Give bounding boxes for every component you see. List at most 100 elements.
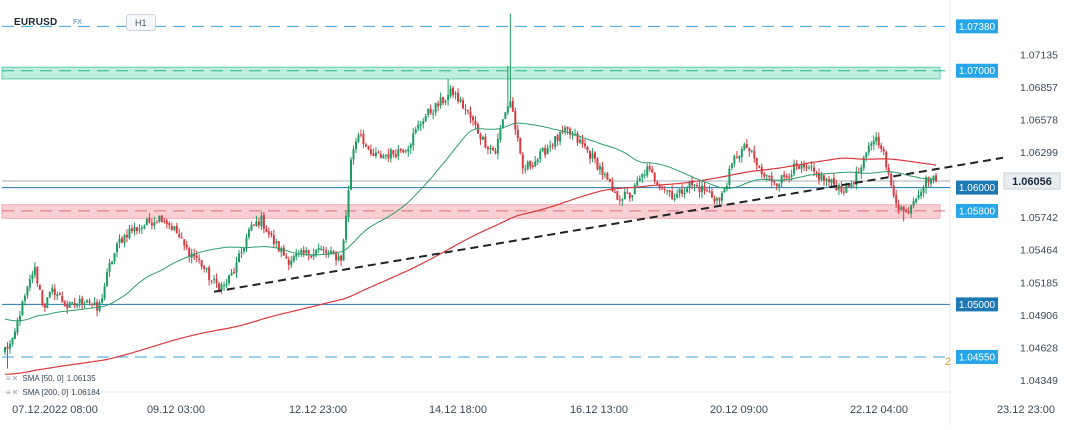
candle-body	[526, 161, 529, 169]
candle-body	[128, 228, 131, 239]
candle-body	[429, 108, 432, 114]
candle-body	[180, 237, 183, 239]
candle-body	[549, 145, 552, 148]
legend-sma50-label: SMA [50, 0]	[22, 374, 64, 383]
candle-body	[163, 221, 166, 223]
zones-layer	[1, 66, 941, 219]
candle-body	[832, 178, 835, 185]
market-label: FX	[73, 18, 82, 26]
x-tick-label: 22.12 04:00	[850, 404, 908, 416]
candle-body	[758, 165, 761, 168]
candle-body	[710, 191, 713, 198]
candle-body	[738, 156, 741, 159]
candle-body	[454, 93, 457, 95]
candle-body	[310, 256, 313, 258]
candle-body	[556, 135, 559, 141]
candle-body	[479, 134, 482, 140]
candle-body	[885, 151, 888, 168]
sma-layer	[4, 122, 937, 375]
candle-body	[265, 229, 268, 232]
timeframe-button[interactable]: H1	[126, 14, 156, 31]
candle-body	[272, 235, 275, 245]
candle-body	[753, 150, 756, 159]
candle-body	[484, 136, 487, 148]
candle-body	[514, 110, 517, 130]
candle-body	[698, 186, 701, 193]
candle-body	[155, 222, 158, 224]
legend-controls-icon[interactable]: ≡✕	[6, 374, 20, 383]
candle-body	[183, 239, 186, 246]
candle-body	[666, 190, 669, 192]
candle-body	[715, 198, 718, 201]
candle-body	[788, 176, 791, 178]
candle-body	[723, 189, 726, 193]
sma200-line	[4, 157, 937, 375]
candle-body	[447, 94, 450, 101]
candle-body	[725, 185, 728, 190]
legend-sma50[interactable]: ≡✕ SMA [50, 0] 1.06135	[6, 374, 96, 383]
candle-body	[56, 294, 59, 297]
candle-body	[778, 184, 781, 188]
candle-body	[397, 149, 400, 157]
candle-body	[544, 147, 547, 156]
candle-body	[277, 241, 280, 252]
candle-body	[701, 185, 704, 193]
candle-body	[683, 193, 686, 195]
candle-body	[285, 256, 288, 259]
candle-body	[240, 251, 243, 253]
candle-body	[459, 99, 462, 102]
candle-body	[427, 108, 430, 115]
candle-body	[223, 285, 226, 287]
candle-body	[208, 267, 211, 281]
y-tick-label: 1.06578	[1020, 115, 1058, 127]
candle-body	[203, 266, 206, 269]
candle-body	[195, 255, 198, 259]
candle-body	[750, 150, 753, 152]
candle-body	[895, 195, 898, 204]
candle-body	[444, 100, 447, 103]
candle-body	[793, 163, 796, 174]
candle-body	[394, 154, 397, 157]
candle-body	[118, 238, 121, 243]
axis-layer: 1.07380 1.07000 1.06000 1.05800 1.05000 1.045…	[12, 19, 1061, 416]
candle-body	[564, 127, 567, 132]
candle-body	[489, 147, 492, 150]
candle-body	[623, 191, 626, 200]
level-label-box-1.06000	[956, 180, 998, 195]
candle-body	[6, 346, 9, 349]
candle-body	[178, 233, 181, 238]
legend-controls-icon[interactable]: ≡✕	[6, 388, 20, 397]
grid-layer	[0, 0, 951, 425]
candle-body	[633, 185, 636, 195]
candle-body	[536, 159, 539, 163]
candle-body	[302, 250, 305, 254]
candle-body	[915, 199, 918, 202]
candle-body	[103, 286, 106, 299]
candle-body	[730, 163, 733, 168]
candle-body	[51, 287, 54, 293]
candle-body	[541, 147, 544, 152]
candle-body	[621, 199, 624, 201]
candle-body	[877, 136, 880, 146]
candle-body	[486, 147, 489, 150]
candle-body	[270, 233, 273, 236]
candle-body	[33, 267, 36, 276]
candle-body	[496, 139, 499, 154]
candle-body	[663, 188, 666, 190]
candle-body	[225, 283, 228, 286]
candle-body	[320, 248, 323, 250]
legend-sma200[interactable]: ≡✕ SMA [200, 0] 1.06184	[6, 388, 100, 397]
candle-body	[678, 188, 681, 194]
candle-body	[120, 238, 123, 243]
candle-body	[4, 347, 6, 352]
candle-body	[643, 174, 646, 176]
last-price-label: 1.06056	[1012, 176, 1052, 188]
candle-body	[434, 102, 437, 113]
candle-body	[13, 331, 16, 340]
candle-body	[865, 152, 868, 158]
candle-body	[765, 175, 768, 177]
candle-body	[63, 301, 66, 307]
candle-body	[696, 185, 699, 187]
x-tick-label: 07.12.2022 08:00	[12, 404, 98, 416]
